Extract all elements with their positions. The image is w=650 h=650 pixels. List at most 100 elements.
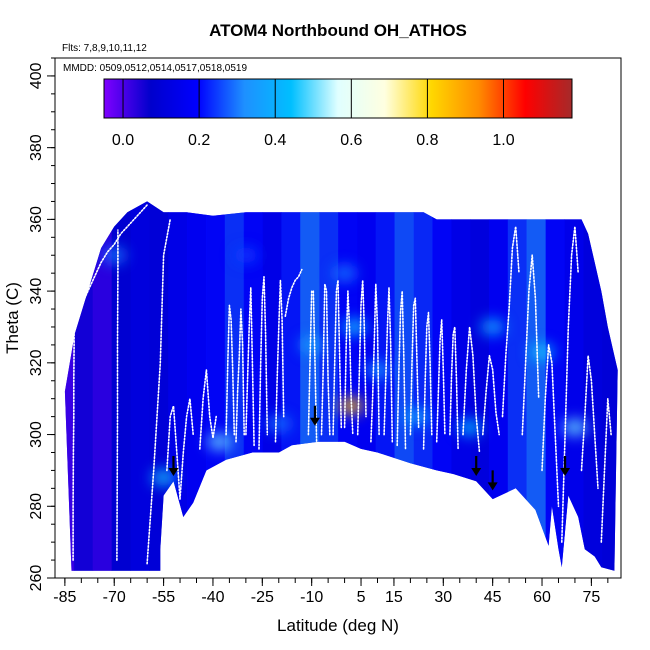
field-band bbox=[375, 201, 396, 571]
field-band bbox=[564, 201, 584, 571]
flight-profile bbox=[284, 268, 303, 318]
y-tick-label: 260 bbox=[28, 565, 45, 592]
arrow-head bbox=[309, 417, 320, 426]
field-band bbox=[130, 201, 150, 571]
arrow-marker bbox=[487, 470, 498, 491]
flights-note: Flts: 7,8,9,10,11,12 bbox=[62, 43, 147, 54]
colorbar-tick-label: 0.0 bbox=[112, 132, 134, 149]
y-axis-label: Theta (C) bbox=[3, 282, 22, 354]
flight-profile bbox=[116, 229, 119, 561]
chart-title: ATOM4 Northbound OH_ATHOS bbox=[209, 21, 467, 40]
arrow-head bbox=[487, 482, 498, 491]
flight-profile bbox=[481, 354, 501, 436]
flight-profile bbox=[320, 283, 331, 436]
x-axis-label: Latitude (deg N) bbox=[277, 616, 399, 635]
x-tick-label: 45 bbox=[484, 589, 502, 606]
field-band bbox=[583, 201, 603, 571]
field-band bbox=[451, 201, 471, 571]
flight-profile bbox=[580, 354, 599, 490]
field-hotspot bbox=[332, 265, 357, 282]
field-band bbox=[64, 201, 75, 571]
flight-profile bbox=[521, 254, 540, 436]
flight-profile bbox=[258, 275, 269, 450]
field-band bbox=[168, 201, 188, 571]
field-hotspot bbox=[233, 247, 258, 264]
x-tick-label: 5 bbox=[357, 589, 366, 606]
x-tick-label: -85 bbox=[53, 589, 76, 606]
colorbar-tick-label: 0.4 bbox=[264, 132, 286, 149]
colorbar-ticks: 0.0 0.2 0.4 0.6 0.8 1.0 bbox=[112, 79, 515, 149]
flight-profile bbox=[383, 286, 394, 443]
x-axis: -85 -70 -55 -40 -25 -10 5 15 30 45 60 75 bbox=[53, 578, 609, 606]
flight-profile bbox=[600, 397, 612, 543]
plot-frame bbox=[54, 57, 622, 579]
x-tick-label: -70 bbox=[103, 589, 126, 606]
x-tick-label: -25 bbox=[251, 589, 274, 606]
y-tick-label: 400 bbox=[28, 62, 45, 89]
flight-profile bbox=[245, 286, 255, 447]
y-tick-label: 280 bbox=[28, 493, 45, 520]
flight-profile bbox=[146, 218, 171, 565]
y-tick-label: 340 bbox=[28, 278, 45, 305]
field-band bbox=[111, 201, 131, 571]
field-band bbox=[545, 201, 565, 571]
flight-profile bbox=[57, 204, 148, 364]
flight-profile bbox=[199, 369, 217, 450]
y-tick-label: 380 bbox=[28, 134, 45, 161]
x-tick-label: 75 bbox=[582, 589, 600, 606]
x-tick-label: -40 bbox=[201, 589, 224, 606]
field-hotspot bbox=[102, 247, 127, 264]
flight-profile bbox=[343, 290, 354, 436]
flight-profile bbox=[356, 279, 367, 436]
flight-profiles bbox=[57, 204, 612, 565]
arrow-marker bbox=[309, 405, 320, 426]
arrow-marker bbox=[168, 456, 179, 476]
field-hotspot bbox=[480, 318, 505, 335]
flight-profile bbox=[166, 397, 194, 500]
colorbar-fill bbox=[103, 78, 573, 119]
field-hotspot bbox=[299, 336, 324, 353]
arrow-head bbox=[560, 468, 571, 476]
y-tick-label: 300 bbox=[28, 421, 45, 448]
flight-profile bbox=[501, 225, 520, 418]
field-band bbox=[92, 201, 113, 571]
flight-profile bbox=[462, 326, 481, 454]
field-hotspot bbox=[266, 415, 291, 432]
flight-profile bbox=[307, 290, 318, 443]
field-hotspot bbox=[404, 408, 429, 425]
arrow-head bbox=[471, 468, 482, 476]
flight-profile bbox=[370, 283, 380, 443]
flight-profile bbox=[449, 326, 459, 450]
flight-profile bbox=[422, 311, 433, 450]
x-tick-label: 60 bbox=[533, 589, 551, 606]
colorbar-tick-label: 0.2 bbox=[188, 132, 210, 149]
y-tick-label: 320 bbox=[28, 349, 45, 376]
y-tick-label: 360 bbox=[28, 206, 45, 233]
flight-profile bbox=[560, 225, 580, 543]
flight-profile bbox=[235, 308, 245, 443]
field-band bbox=[470, 201, 490, 571]
dates-note: MMDD: 0509,0512,0514,0517,0518,0519 bbox=[63, 63, 247, 74]
field-band bbox=[602, 201, 618, 571]
flight-profile bbox=[332, 279, 343, 436]
field-band bbox=[243, 201, 264, 571]
x-tick-label: 30 bbox=[434, 589, 452, 606]
flight-profile bbox=[274, 279, 285, 443]
colorbar: 0.0 0.2 0.4 0.6 0.8 1.0 bbox=[103, 78, 573, 149]
colorbar-tick-label: 0.6 bbox=[340, 132, 362, 149]
arrow-marker bbox=[560, 456, 571, 476]
flight-profile bbox=[541, 344, 560, 508]
field-band bbox=[394, 201, 414, 571]
field-band bbox=[300, 201, 320, 571]
x-tick-label: -55 bbox=[152, 589, 175, 606]
flight-profile bbox=[409, 297, 420, 436]
arrow-head bbox=[168, 468, 179, 476]
flight-profile bbox=[435, 318, 446, 443]
x-tick-label: 15 bbox=[385, 589, 403, 606]
field-hotspot bbox=[207, 433, 232, 450]
arrow-markers bbox=[168, 405, 571, 491]
flight-profile bbox=[396, 290, 407, 450]
field-band bbox=[73, 201, 94, 571]
flight-profile bbox=[72, 283, 76, 561]
